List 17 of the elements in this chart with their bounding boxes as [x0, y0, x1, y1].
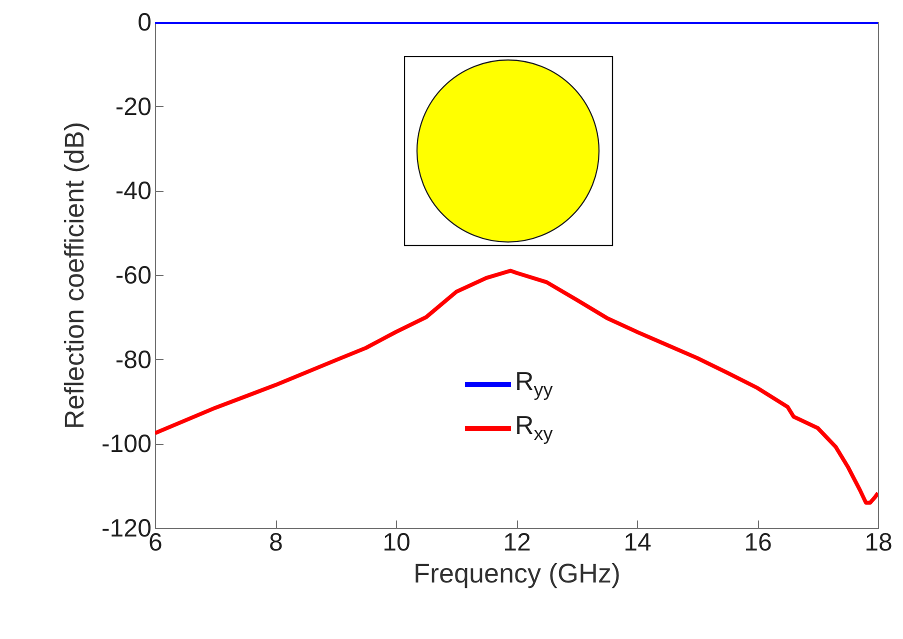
x-tick-label: 18 [864, 528, 892, 556]
y-tick-label: -60 [115, 262, 152, 290]
y-axis-title: Reflection coefficient (dB) [59, 122, 90, 430]
legend-label: R$_{xy}$ [515, 410, 553, 446]
y-tick-label: -100 [101, 430, 152, 458]
line-series [155, 268, 878, 505]
x-tick-label: 12 [503, 528, 531, 556]
x-tick-label: 14 [624, 528, 652, 556]
y-tick-label: -20 [115, 92, 152, 121]
x-tick-label: 8 [269, 528, 283, 556]
y-tick-label: -40 [115, 177, 152, 206]
y-tick-label: -80 [115, 346, 152, 374]
y-tick-label: 0 [138, 8, 152, 36]
x-tick-label: 10 [382, 528, 410, 556]
legend-label: R$_{yy}$ [515, 366, 553, 402]
x-axis-title: Frequency (GHz) [413, 558, 621, 588]
x-tick-label: 16 [744, 528, 772, 556]
